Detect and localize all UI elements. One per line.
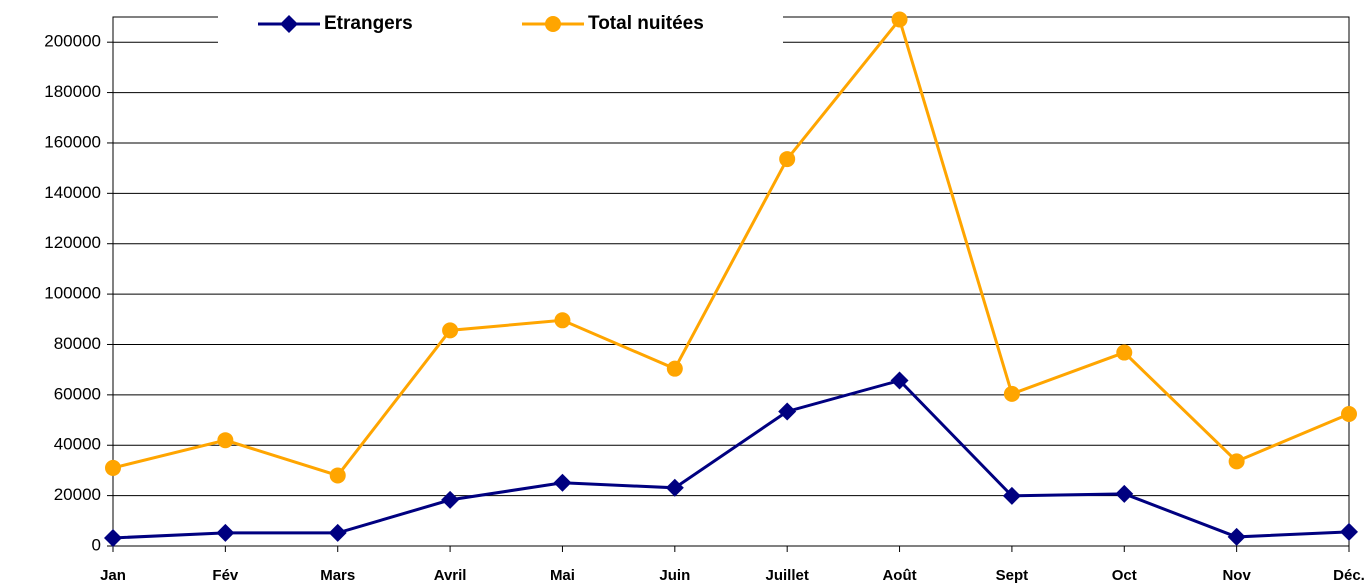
x-tick-label: Mars [320, 567, 355, 584]
marker [890, 371, 909, 390]
y-tick-label: 40000 [54, 435, 101, 454]
x-tick-label: Déc. [1333, 567, 1365, 584]
x-tick-label: Août [882, 567, 916, 584]
marker [328, 523, 347, 542]
marker [665, 478, 684, 497]
marker [554, 312, 571, 329]
marker [441, 490, 460, 509]
plot-border [112, 16, 1350, 547]
marker [1341, 406, 1357, 423]
legend-label: Etrangers [324, 13, 413, 34]
x-tick-label: Oct [1112, 567, 1137, 584]
x-tick-label: Jan [100, 567, 126, 584]
y-tick-label: 140000 [44, 183, 101, 202]
marker [1115, 484, 1134, 503]
x-tick-label: Fév [212, 567, 239, 584]
series-line [112, 378, 1350, 540]
x-tick-label: Avril [434, 567, 467, 584]
marker [105, 459, 121, 476]
x-tick-label: Mai [550, 567, 575, 584]
marker [1116, 344, 1133, 361]
marker [778, 402, 797, 421]
y-tick-label: 100000 [44, 284, 101, 303]
marker [217, 432, 234, 449]
y-tick-label: 0 [92, 535, 101, 554]
x-tick-label: Juillet [766, 567, 809, 584]
legend-label: Total nuitées [588, 13, 704, 34]
x-tick-label: Juin [659, 567, 690, 584]
y-tick-label: 60000 [54, 384, 101, 403]
marker [1003, 385, 1020, 402]
marker [216, 523, 235, 542]
y-tick-label: 160000 [44, 132, 101, 151]
marker [891, 11, 908, 28]
y-tick-label: 20000 [54, 485, 101, 504]
marker [1340, 522, 1358, 541]
legend-box [218, 0, 783, 44]
y-tick-label: 80000 [54, 334, 101, 353]
marker [442, 322, 459, 339]
marker [1227, 527, 1246, 546]
marker [104, 528, 122, 547]
x-tick-label: Sept [996, 567, 1029, 584]
y-tick-label: 180000 [44, 82, 101, 101]
series-line [112, 16, 1350, 478]
x-tick-label: Nov [1222, 567, 1251, 584]
marker [329, 467, 346, 484]
marker [666, 360, 683, 377]
marker [1228, 453, 1245, 470]
marker [545, 16, 561, 32]
marker [779, 151, 796, 168]
marker [1002, 486, 1021, 505]
y-tick-label: 120000 [44, 233, 101, 252]
marker [280, 15, 298, 33]
y-tick-label: 200000 [44, 32, 101, 51]
marker [553, 473, 572, 492]
